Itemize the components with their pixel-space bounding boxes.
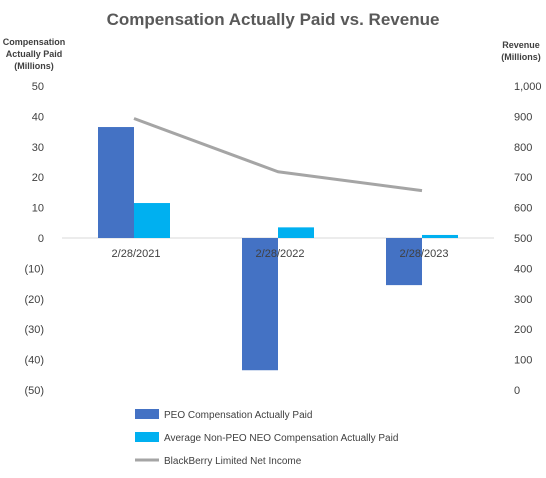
- right-tick-label: 300: [514, 294, 532, 306]
- left-tick-label: 0: [38, 233, 44, 245]
- legend-label: Average Non-PEO NEO Compensation Actuall…: [164, 433, 398, 444]
- legend-swatch: [135, 432, 159, 442]
- left-tick-label: 20: [32, 172, 44, 184]
- right-tick-label: 500: [514, 233, 532, 245]
- left-axis-title-line: Actually Paid: [6, 49, 63, 59]
- right-tick-label: 200: [514, 324, 532, 336]
- line-series: [133, 117, 423, 193]
- left-tick-label: 40: [32, 111, 44, 123]
- bar: [386, 238, 422, 286]
- left-tick-label: (30): [24, 324, 44, 336]
- legend: PEO Compensation Actually Paid Average No…: [135, 409, 398, 467]
- legend-label: BlackBerry Limited Net Income: [164, 456, 302, 467]
- left-axis-title: Compensation Actually Paid (Millions): [3, 37, 66, 71]
- series-line: [133, 117, 423, 193]
- legend-label: PEO Compensation Actually Paid: [164, 410, 312, 421]
- category-label: 2/28/2022: [256, 248, 305, 260]
- right-tick-label: 600: [514, 203, 532, 215]
- legend-swatch: [135, 409, 159, 419]
- chart-title: Compensation Actually Paid vs. Revenue: [107, 10, 440, 29]
- right-axis-title-line: Revenue: [502, 40, 540, 50]
- left-axis-title-line: (Millions): [14, 61, 54, 71]
- right-axis-title: Revenue (Millions): [501, 40, 541, 62]
- left-tick-label: (20): [24, 294, 44, 306]
- left-tick-label: (50): [24, 385, 44, 397]
- right-tick-label: 800: [514, 142, 532, 154]
- right-tick-label: 1,000: [514, 81, 542, 93]
- left-tick-label: (40): [24, 355, 44, 367]
- category-label: 2/28/2023: [400, 248, 449, 260]
- bar: [278, 227, 314, 238]
- bar: [134, 203, 170, 238]
- right-tick-label: 400: [514, 263, 532, 275]
- bar: [242, 238, 278, 371]
- right-axis-ticks: 1,000 900 800 700 600 500 400 300 200 100 0: [514, 81, 542, 397]
- left-axis-title-line: Compensation: [3, 37, 66, 47]
- left-tick-label: 30: [32, 142, 44, 154]
- right-tick-label: 900: [514, 111, 532, 123]
- right-tick-label: 100: [514, 355, 532, 367]
- category-labels: 2/28/2021 2/28/2022 2/28/2023: [112, 248, 449, 260]
- right-tick-label: 700: [514, 172, 532, 184]
- category-label: 2/28/2021: [112, 248, 161, 260]
- left-tick-label: 10: [32, 203, 44, 215]
- left-axis-ticks: 50 40 30 20 10 0 (10) (20) (30) (40) (50): [24, 81, 44, 397]
- right-tick-label: 0: [514, 385, 520, 397]
- bars: [98, 127, 458, 371]
- left-tick-label: (10): [24, 263, 44, 275]
- bar: [422, 234, 458, 238]
- left-tick-label: 50: [32, 81, 44, 93]
- bar: [98, 127, 134, 238]
- right-axis-title-line: (Millions): [501, 52, 541, 62]
